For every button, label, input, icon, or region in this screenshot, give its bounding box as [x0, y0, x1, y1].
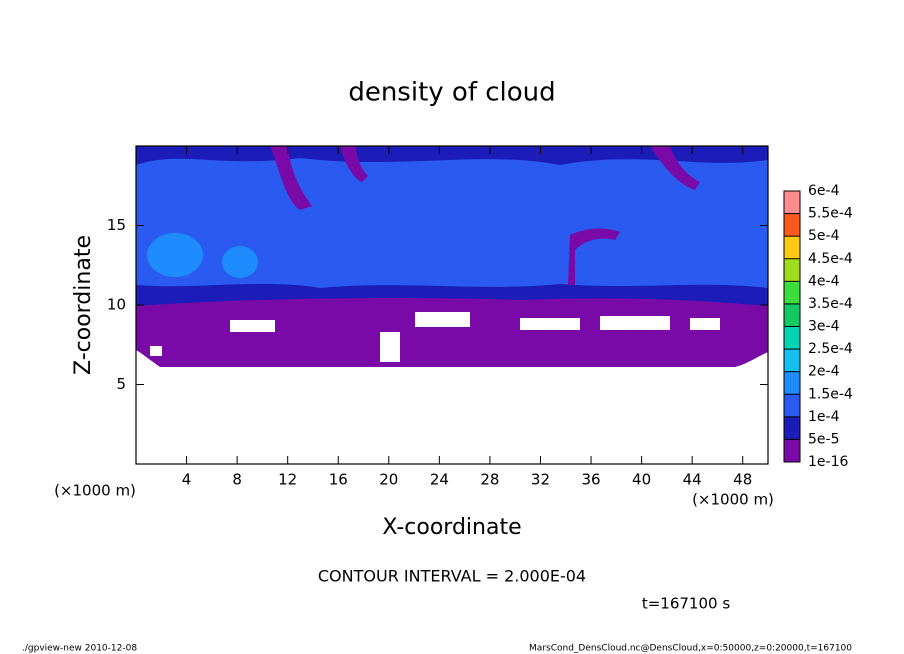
field-region [136, 298, 768, 367]
x-tick-label: 24 [430, 471, 449, 489]
field-gap [150, 312, 720, 362]
footer-right: MarsCond_DensCloud.nc@DensCloud,x=0:5000… [529, 644, 852, 654]
colorbar-label: 2.5e-4 [808, 341, 853, 357]
field-region [147, 233, 203, 277]
chart-title: density of cloud [348, 78, 555, 108]
colorbar-box [784, 281, 800, 304]
field-region [270, 146, 312, 210]
field-region [568, 228, 620, 285]
y-tick-label: 10 [107, 296, 126, 314]
contour-field [136, 146, 768, 367]
colorbar-label: 5e-5 [808, 431, 839, 447]
x-tick-label: 12 [278, 471, 297, 489]
colorbar-label: 1e-4 [808, 409, 840, 425]
field-region [136, 146, 768, 165]
y-tick-label: 5 [116, 375, 126, 393]
colorbar-box [784, 236, 800, 259]
field-gap [150, 312, 720, 362]
colorbar-box [784, 303, 800, 327]
colorbar-label: 4e-4 [808, 273, 840, 289]
colorbar-box [784, 416, 800, 440]
x-axis-label: X-coordinate [382, 515, 521, 540]
colorbar-label: 6e-4 [808, 183, 840, 199]
colorbar-label: 4.5e-4 [808, 251, 853, 267]
colorbar-label: 1.5e-4 [808, 386, 853, 402]
x-tick-label: 44 [683, 471, 702, 489]
colorbar-box [784, 191, 800, 214]
contour-interval: CONTOUR INTERVAL = 2.000E-04 [318, 567, 586, 586]
colorbar-box [784, 371, 800, 395]
y-axis-unit: (×1000 m) [54, 482, 136, 500]
time-label: t=167100 s [642, 595, 730, 613]
x-tick-label: 16 [329, 471, 348, 489]
field-region [650, 146, 700, 190]
colorbar-label: 2e-4 [808, 364, 840, 380]
footer-left: ./gpview-new 2010-12-08 [22, 644, 137, 654]
x-tick-label: 40 [632, 471, 651, 489]
colorbar-label: 3.5e-4 [808, 296, 853, 312]
x-tick-label: 48 [733, 471, 752, 489]
x-tick-label: 32 [531, 471, 550, 489]
colorbar-box [784, 213, 800, 237]
x-tick-label: 36 [581, 471, 600, 489]
colorbar-label: 5.5e-4 [808, 206, 853, 222]
y-axis-label: Z-coordinate [71, 235, 96, 375]
field-region [340, 146, 368, 182]
y-tick-label: 15 [107, 216, 126, 234]
colorbar-box [784, 439, 800, 462]
colorbar-box [784, 258, 800, 282]
colorbar-box [784, 349, 800, 372]
colorbar-box [784, 326, 800, 350]
x-tick-label: 8 [232, 471, 242, 489]
colorbar-label: 5e-4 [808, 228, 840, 244]
colorbar-label: 1e-16 [808, 454, 848, 470]
x-tick-label: 4 [182, 471, 192, 489]
x-axis-unit: (×1000 m) [692, 491, 774, 509]
field-region [222, 246, 258, 278]
field-region [136, 146, 768, 306]
x-tick-label: 20 [379, 471, 398, 489]
x-tick-label: 28 [480, 471, 499, 489]
colorbar-label: 3e-4 [808, 319, 840, 335]
colorbar-box [784, 394, 800, 417]
